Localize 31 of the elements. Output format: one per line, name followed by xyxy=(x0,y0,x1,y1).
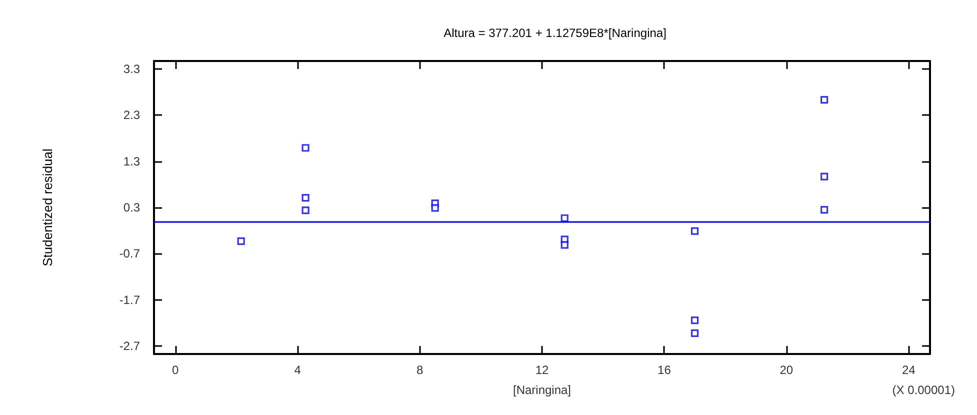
x-tick-label: 8 xyxy=(416,363,424,377)
x-axis-title: [Naringina] xyxy=(512,383,572,397)
y-tick-label: 2.3 xyxy=(123,108,140,122)
y-tick-label: 1.3 xyxy=(123,154,140,168)
y-tick-label: -2.7 xyxy=(119,339,140,354)
point xyxy=(560,214,568,222)
point xyxy=(690,316,699,324)
point xyxy=(690,329,699,338)
y-tick-label: -0.7 xyxy=(119,246,140,261)
y-tick-label: 3.3 xyxy=(123,62,140,76)
point xyxy=(820,172,828,180)
chart-title: Altura = 377.201 + 1.12759E8*[Naringina] xyxy=(444,26,666,40)
x-tick-label: 16 xyxy=(658,363,672,377)
point xyxy=(820,96,828,104)
point xyxy=(302,206,310,214)
point xyxy=(820,206,828,214)
text: (X 0.00001) xyxy=(892,383,956,397)
point xyxy=(431,204,439,212)
x-tick-label: 12 xyxy=(535,363,549,377)
point xyxy=(690,227,699,235)
y-tick-label: -1.7 xyxy=(119,292,140,307)
x-tick-label: 4 xyxy=(294,363,302,377)
point xyxy=(237,237,245,246)
x-tick-label: 24 xyxy=(902,363,916,377)
x-tick-label: 0 xyxy=(172,363,180,377)
point xyxy=(302,194,310,202)
y-axis-title: Studentized residual xyxy=(40,148,55,266)
x-tick-label: 20 xyxy=(780,363,794,377)
point xyxy=(302,144,310,152)
point xyxy=(560,241,568,249)
y-tick-label: 0.3 xyxy=(123,200,140,214)
